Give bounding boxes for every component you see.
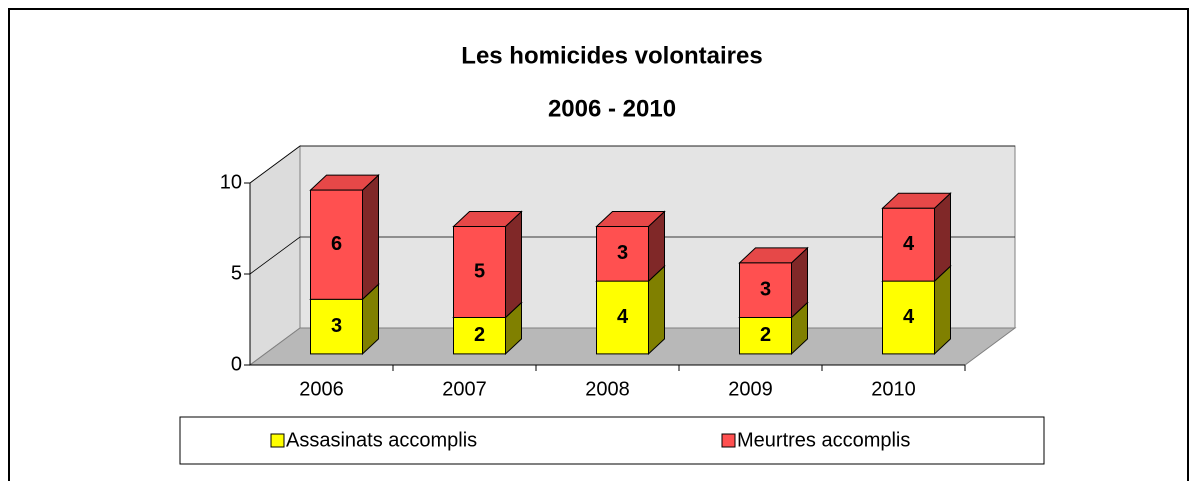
x-tick-label: 2010	[871, 378, 916, 400]
data-label: 4	[617, 306, 629, 328]
bar-front	[882, 207, 935, 282]
grid-line	[249, 236, 1015, 275]
bar-front	[310, 189, 363, 300]
y-tick-label: 0	[231, 353, 242, 375]
bar	[881, 192, 952, 283]
x-tick-label: 2006	[299, 378, 344, 400]
y-tick-label: 10	[220, 171, 242, 193]
x-tick-label: 2008	[585, 378, 630, 400]
data-label: 2	[760, 324, 771, 346]
grid-line	[249, 145, 1015, 184]
x-tick-label: 2007	[442, 378, 487, 400]
bar-front	[453, 317, 506, 355]
bar-front	[596, 226, 649, 282]
data-label: 6	[331, 233, 342, 255]
bar-front	[739, 317, 792, 355]
data-label: 3	[331, 315, 342, 337]
x-tick-label: 2009	[728, 378, 773, 400]
bar-side	[505, 210, 522, 319]
bar	[738, 246, 809, 319]
chart-title: Les homicides volontaires	[461, 42, 762, 69]
data-label: 3	[617, 242, 628, 264]
legend-label: Meurtres accomplis	[737, 429, 910, 451]
legend-swatch	[270, 433, 285, 448]
bar	[309, 173, 380, 301]
bar	[452, 210, 523, 319]
bar-front	[739, 262, 792, 318]
data-label: 4	[903, 306, 915, 328]
bar-front	[596, 280, 649, 355]
legend	[179, 416, 1045, 465]
data-label: 3	[760, 278, 771, 300]
bar	[595, 210, 666, 283]
data-label: 4	[903, 233, 915, 255]
legend-label: Assasinats accomplis	[286, 429, 477, 451]
bar-side	[362, 173, 379, 301]
data-label: 2	[474, 324, 485, 346]
chart-subtitle: 2006 - 2010	[548, 95, 676, 122]
y-tick-label: 5	[231, 262, 242, 284]
legend-swatch	[721, 433, 736, 448]
bar-front	[453, 226, 506, 318]
data-label: 5	[474, 260, 485, 282]
